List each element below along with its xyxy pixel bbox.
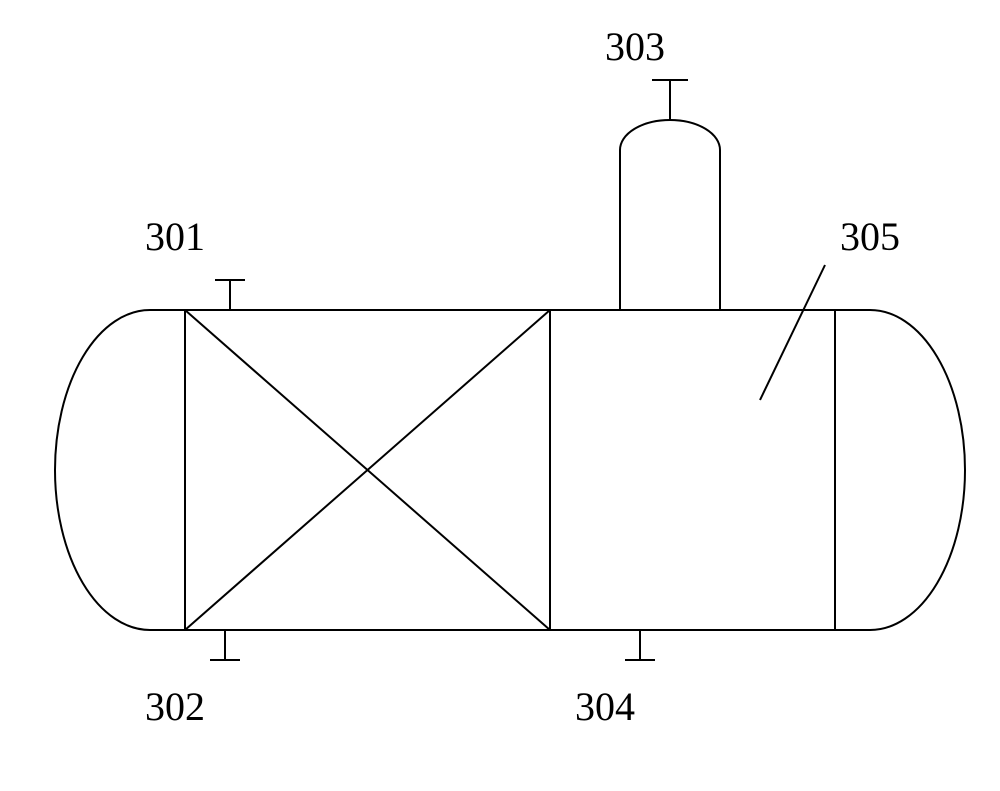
leader-305 <box>760 265 825 400</box>
label-304: 304 <box>575 684 635 729</box>
label-305: 305 <box>840 214 900 259</box>
label-301: 301 <box>145 214 205 259</box>
nozzle-304 <box>625 630 655 660</box>
label-303: 303 <box>605 24 665 69</box>
nozzle-301 <box>215 280 245 310</box>
vessel-left-cap <box>55 310 150 630</box>
vessel-right-cap <box>870 310 965 630</box>
vessel-diagram: 301 302 303 304 305 <box>0 0 1000 786</box>
nozzle-303 <box>620 80 720 310</box>
nozzle-302 <box>210 630 240 660</box>
label-302: 302 <box>145 684 205 729</box>
